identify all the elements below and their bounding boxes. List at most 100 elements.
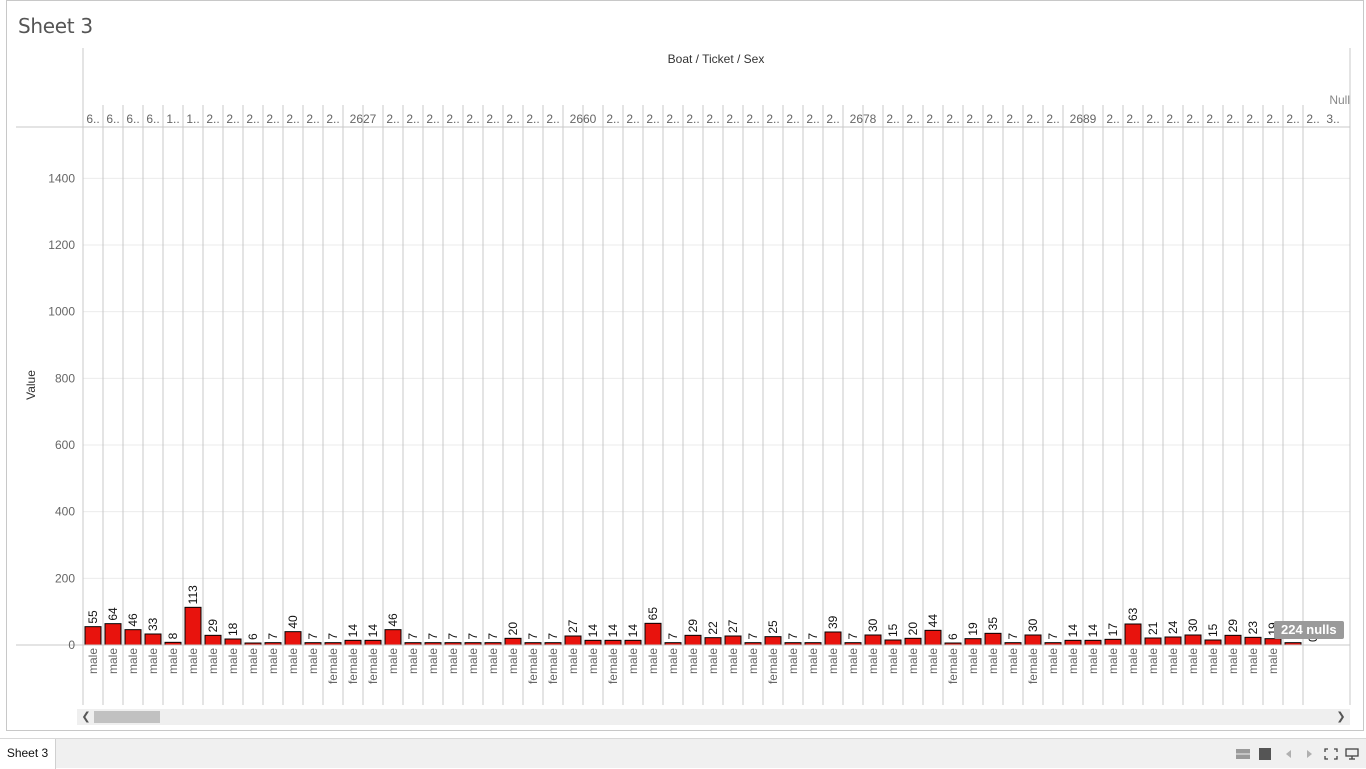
bar-value-label: 7: [406, 633, 420, 640]
ticket-header-label: 2..: [306, 112, 319, 126]
ticket-header-label: 2..: [1226, 112, 1239, 126]
sex-label: male: [1206, 648, 1220, 674]
sex-label: male: [166, 648, 180, 674]
sex-label: male: [126, 648, 140, 674]
bar[interactable]: [1224, 634, 1242, 646]
bar[interactable]: [1104, 638, 1122, 646]
scroll-thumb[interactable]: [94, 711, 160, 723]
bar[interactable]: [684, 634, 702, 646]
bar[interactable]: [1184, 634, 1202, 646]
bar-value-label: 17: [1106, 623, 1120, 637]
bar[interactable]: [624, 639, 642, 646]
bar[interactable]: [1244, 636, 1262, 646]
bar[interactable]: [1124, 623, 1142, 646]
show-sheet-sorter-icon[interactable]: [1236, 748, 1250, 760]
bar[interactable]: [984, 632, 1002, 646]
ticket-header-label: 2..: [706, 112, 719, 126]
sex-label: male: [666, 648, 680, 674]
sex-label: male: [486, 648, 500, 674]
bar[interactable]: [284, 631, 302, 646]
y-tick-label: 1000: [48, 305, 75, 319]
bar-value-label: 18: [226, 622, 240, 636]
bar[interactable]: [1064, 639, 1082, 646]
ticket-header-label: 2..: [326, 112, 339, 126]
bar[interactable]: [1084, 639, 1102, 646]
bar-value-label: 55: [86, 610, 100, 624]
bar[interactable]: [884, 639, 902, 646]
bar-value-label: 14: [1066, 624, 1080, 638]
sheet-title: Sheet 3: [18, 14, 93, 38]
bar-value-label: 39: [826, 615, 840, 629]
ticket-header-label: 2..: [946, 112, 959, 126]
bar[interactable]: [584, 639, 602, 646]
presentation-mode-icon[interactable]: [1324, 748, 1338, 760]
ticket-header-label: 2..: [1026, 112, 1039, 126]
next-sheet-icon[interactable]: [1302, 748, 1316, 760]
sex-label: male: [1106, 648, 1120, 674]
bar[interactable]: [124, 629, 142, 646]
null-count-badge[interactable]: 224 nulls: [1274, 621, 1344, 639]
bar-value-label: 35: [986, 617, 1000, 631]
bar[interactable]: [644, 622, 662, 646]
show-tabs-icon[interactable]: [1345, 748, 1359, 760]
bar[interactable]: [84, 626, 102, 646]
sex-label: male: [406, 648, 420, 674]
bar[interactable]: [564, 635, 582, 646]
ticket-header-label: 6..: [86, 112, 99, 126]
y-tick-label: 400: [55, 505, 75, 519]
bar[interactable]: [1024, 634, 1042, 646]
horizontal-scrollbar[interactable]: ❮ ❯: [77, 709, 1350, 725]
bar[interactable]: [184, 606, 202, 646]
bar[interactable]: [704, 637, 722, 646]
bar[interactable]: [824, 631, 842, 646]
bar[interactable]: [724, 635, 742, 646]
bar-value-label: 24: [1166, 620, 1180, 634]
tab-sheet-3[interactable]: Sheet 3: [0, 739, 56, 769]
bar[interactable]: [504, 637, 522, 646]
sex-label: male: [966, 648, 980, 674]
bar[interactable]: [1204, 639, 1222, 646]
bar-value-label: 14: [626, 624, 640, 638]
ticket-header-label: 2627: [350, 112, 377, 126]
bar[interactable]: [144, 633, 162, 646]
previous-sheet-icon[interactable]: [1282, 748, 1296, 760]
sex-label: male: [1186, 648, 1200, 674]
bar[interactable]: [364, 639, 382, 646]
ticket-header-label: 2..: [646, 112, 659, 126]
bar[interactable]: [384, 629, 402, 646]
bar-value-label: 46: [386, 613, 400, 627]
worksheet: Sheet 3: [6, 0, 1364, 731]
bar[interactable]: [224, 638, 242, 646]
show-filmstrip-icon[interactable]: [1258, 748, 1272, 760]
bar[interactable]: [204, 634, 222, 646]
bar-value-label: 7: [306, 633, 320, 640]
sex-label: male: [1006, 648, 1020, 674]
scroll-left-icon[interactable]: ❮: [81, 710, 91, 723]
sex-label: male: [1266, 648, 1280, 674]
bar[interactable]: [904, 637, 922, 646]
bar[interactable]: [1264, 638, 1282, 646]
bar[interactable]: [964, 638, 982, 646]
bar[interactable]: [1144, 637, 1162, 646]
bar[interactable]: [1164, 636, 1182, 646]
bar[interactable]: [864, 634, 882, 646]
bar[interactable]: [344, 639, 362, 646]
null-header-label: Null: [1329, 93, 1350, 107]
ticket-header-label: 2..: [246, 112, 259, 126]
bar-value-label: 19: [966, 622, 980, 636]
bar[interactable]: [604, 639, 622, 646]
sex-label: male: [266, 648, 280, 674]
sex-label: male: [1126, 648, 1140, 674]
bar[interactable]: [104, 623, 122, 646]
sex-label: male: [1066, 648, 1080, 674]
sex-label: male: [726, 648, 740, 674]
bar-value-label: 7: [526, 633, 540, 640]
ticket-header-label: 2678: [850, 112, 877, 126]
bar[interactable]: [764, 636, 782, 646]
bar[interactable]: [924, 629, 942, 646]
sex-label: male: [426, 648, 440, 674]
ticket-header-label: 6..: [126, 112, 139, 126]
scroll-right-icon[interactable]: ❯: [1336, 710, 1346, 723]
ticket-header-label: 2..: [786, 112, 799, 126]
y-tick-label: 0: [68, 638, 75, 652]
